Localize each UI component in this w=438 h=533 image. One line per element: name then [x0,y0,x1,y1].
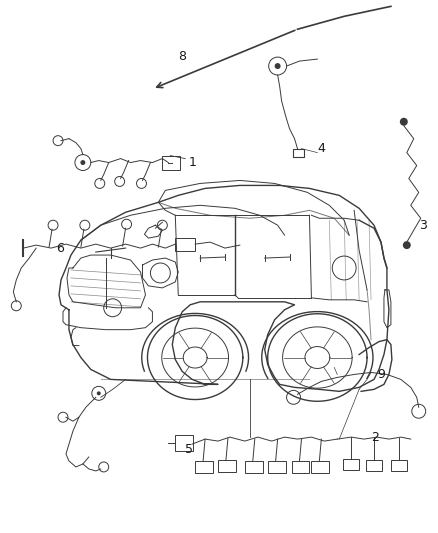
FancyBboxPatch shape [293,149,304,157]
FancyBboxPatch shape [366,460,382,471]
FancyBboxPatch shape [162,156,180,169]
FancyBboxPatch shape [292,461,309,473]
Text: 1: 1 [188,156,196,169]
FancyBboxPatch shape [245,461,263,473]
Text: 8: 8 [178,50,186,62]
Text: 9: 9 [377,368,385,381]
Circle shape [275,63,281,69]
Circle shape [400,118,408,126]
FancyBboxPatch shape [175,238,195,251]
FancyBboxPatch shape [391,460,407,471]
FancyBboxPatch shape [343,459,359,470]
FancyBboxPatch shape [195,461,213,473]
Text: 6: 6 [56,241,64,255]
FancyBboxPatch shape [218,460,236,472]
Text: 5: 5 [185,442,193,456]
Circle shape [97,391,101,395]
FancyBboxPatch shape [175,435,193,451]
FancyBboxPatch shape [268,461,286,473]
FancyBboxPatch shape [311,461,329,473]
Circle shape [403,241,411,249]
Text: 4: 4 [318,142,325,155]
Circle shape [81,160,85,165]
Text: 3: 3 [419,219,427,232]
Text: 2: 2 [371,431,379,443]
